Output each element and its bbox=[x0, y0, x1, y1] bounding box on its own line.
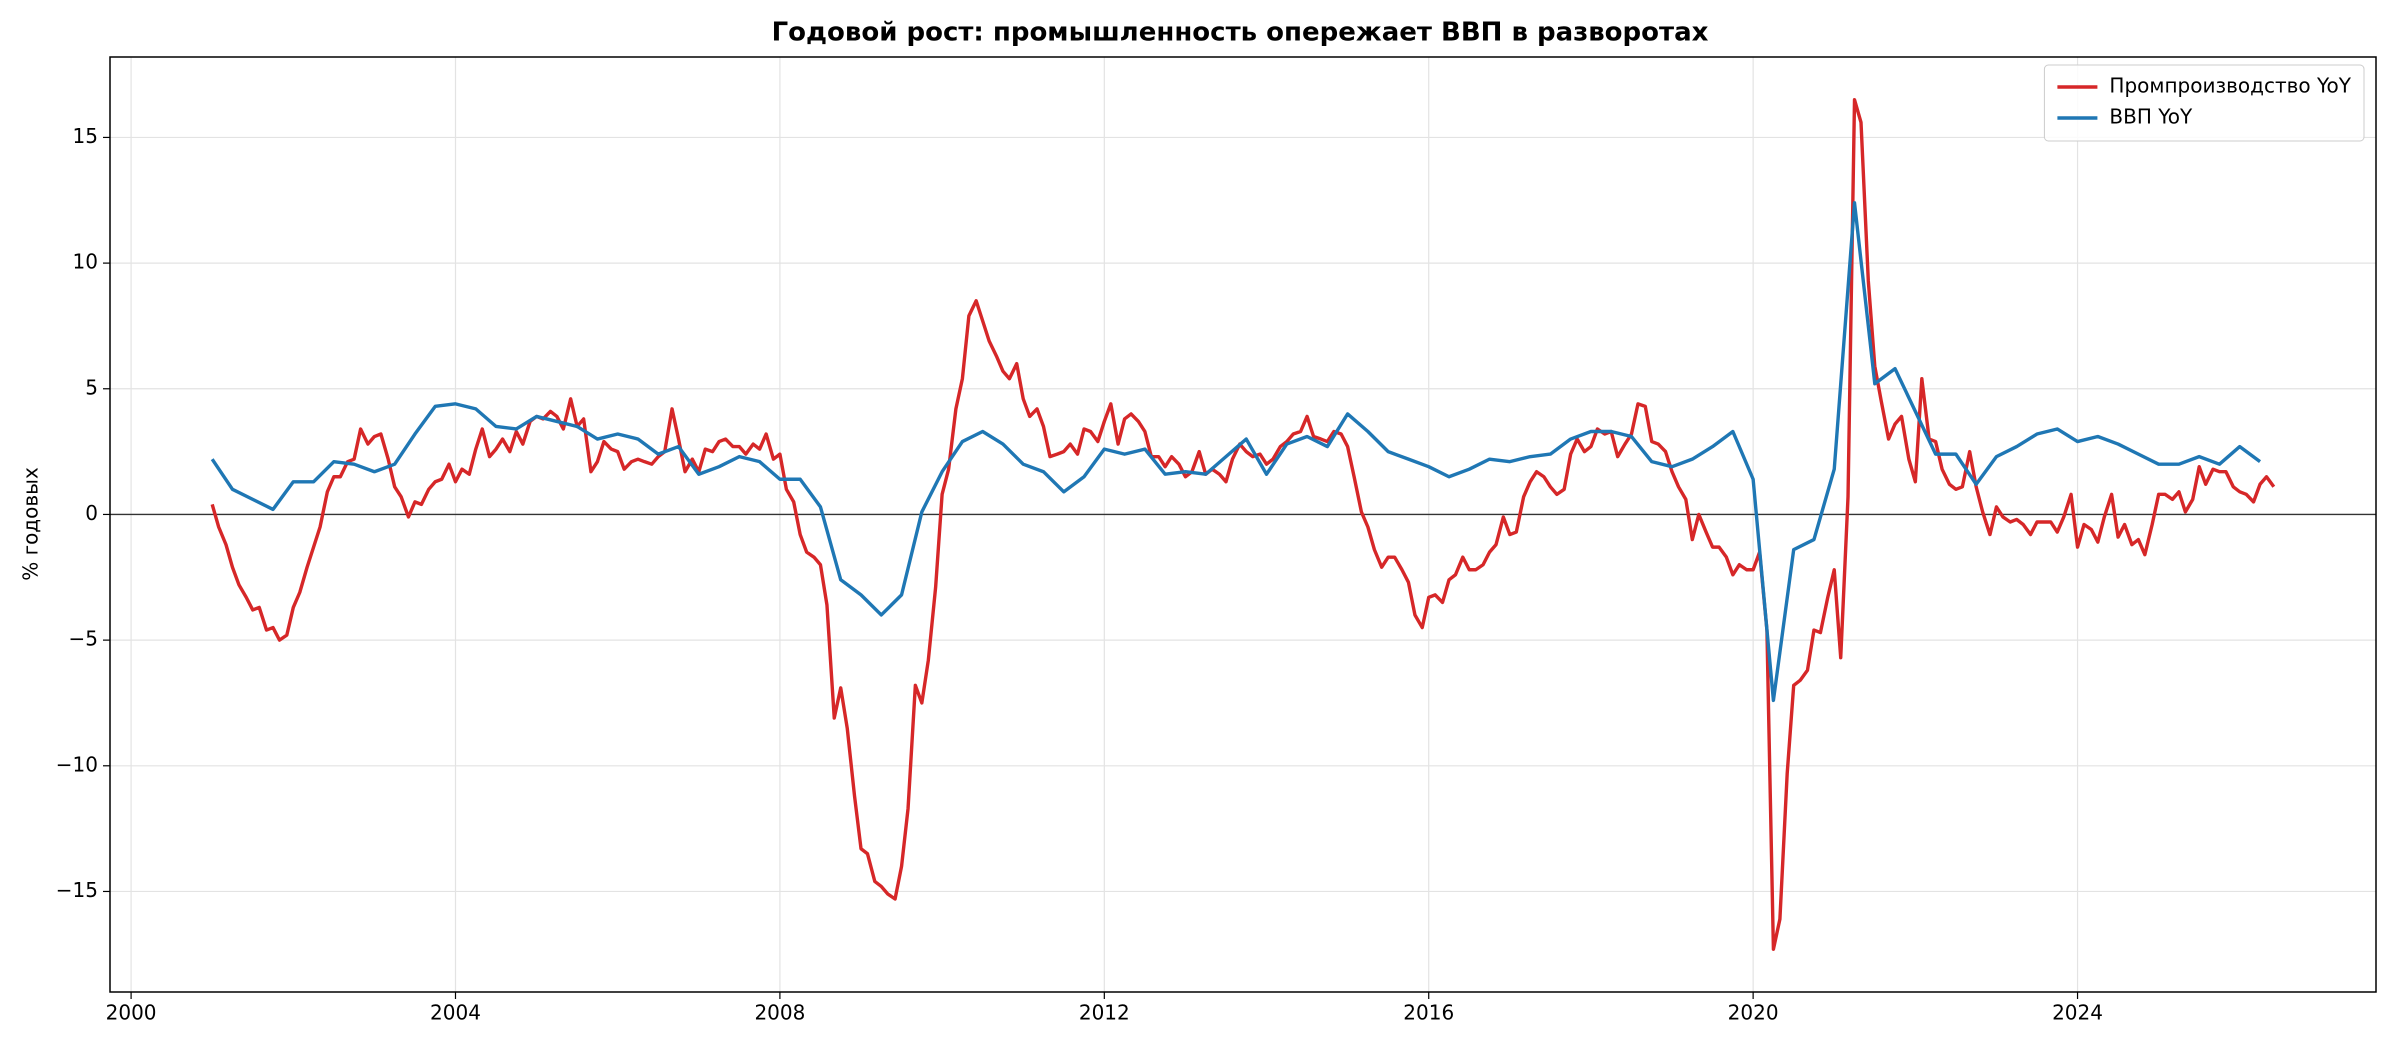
data-line bbox=[210, 98, 2276, 951]
chart-title: Годовой рост: промышленность опережает В… bbox=[772, 18, 1709, 48]
legend: Промпроизводство YoY ВВП YoY bbox=[2043, 64, 2365, 142]
x-tick-label: 2008 bbox=[754, 1001, 805, 1025]
y-tick-label: 5 bbox=[85, 375, 98, 399]
plot-frame bbox=[109, 56, 2377, 993]
x-tick-label: 2020 bbox=[1728, 1001, 1779, 1025]
y-tick-label: 15 bbox=[73, 124, 98, 148]
y-tick-label: −5 bbox=[69, 627, 98, 651]
y-axis-label: % годовых bbox=[19, 467, 43, 581]
x-tick-label: 2024 bbox=[2052, 1001, 2103, 1025]
x-tick-label: 2004 bbox=[430, 1001, 481, 1025]
legend-label: Промпроизводство YoY bbox=[2109, 74, 2351, 98]
data-line bbox=[210, 201, 2262, 703]
y-tick-label: −10 bbox=[56, 752, 98, 776]
x-tick-label: 2016 bbox=[1403, 1001, 1454, 1025]
y-tick-label: 10 bbox=[73, 250, 98, 274]
legend-box bbox=[2043, 64, 2365, 142]
x-tick-label: 2012 bbox=[1079, 1001, 1130, 1025]
y-tick-label: −15 bbox=[56, 878, 98, 902]
y-tick-label: 0 bbox=[85, 501, 98, 525]
x-tick-label: 2000 bbox=[106, 1001, 157, 1025]
legend-label: ВВП YoY bbox=[2109, 105, 2193, 129]
